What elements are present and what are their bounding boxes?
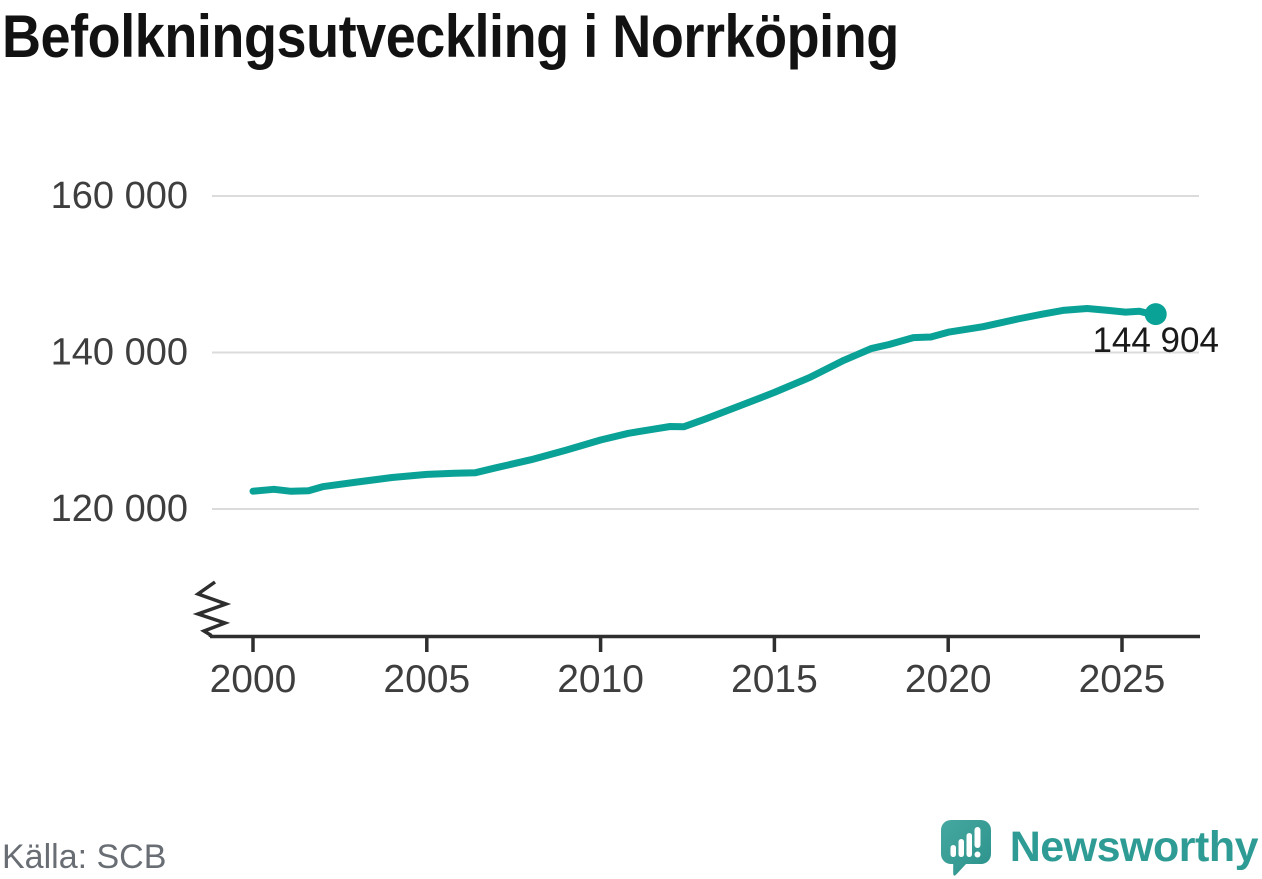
x-tick-label: 2015 — [731, 658, 818, 701]
line-chart: 120 000 140 000 160 000 2000 2005 2010 2015 202… — [0, 150, 1262, 710]
population-line — [249, 305, 1160, 495]
exclamation-dot — [974, 851, 981, 858]
newsworthy-wordmark: Newsworthy — [1009, 823, 1259, 871]
chart-svg: 120 000 140 000 160 000 2000 2005 2010 2015 202… — [51, 175, 1219, 701]
newsworthy-logo: Newsworthy — [940, 818, 1259, 876]
end-point-dot — [1144, 303, 1167, 326]
bar-3 — [966, 833, 972, 857]
exclamation-bar — [974, 827, 981, 848]
x-tick-label: 2005 — [383, 658, 470, 701]
x-tick-label: 2010 — [557, 658, 644, 701]
x-tick-label: 2020 — [905, 658, 992, 701]
source-note: Källa: SCB — [2, 838, 167, 876]
x-tick-label: 2000 — [210, 658, 297, 701]
newsworthy-speech-bubble-bar-chart-icon — [940, 820, 991, 876]
x-tick-label: 2025 — [1079, 658, 1166, 701]
last-value-label: 144 904 — [1092, 321, 1219, 360]
bar-2 — [958, 839, 964, 857]
y-tick-label: 120 000 — [51, 488, 188, 530]
bar-1 — [950, 845, 956, 857]
y-tick-label: 160 000 — [51, 175, 188, 217]
y-tick-label: 140 000 — [51, 332, 188, 374]
page-title: Befolkningsutveckling i Norrköping — [2, 3, 899, 70]
speech-bubble-shape — [940, 820, 991, 876]
axis-break-icon — [192, 580, 232, 637]
